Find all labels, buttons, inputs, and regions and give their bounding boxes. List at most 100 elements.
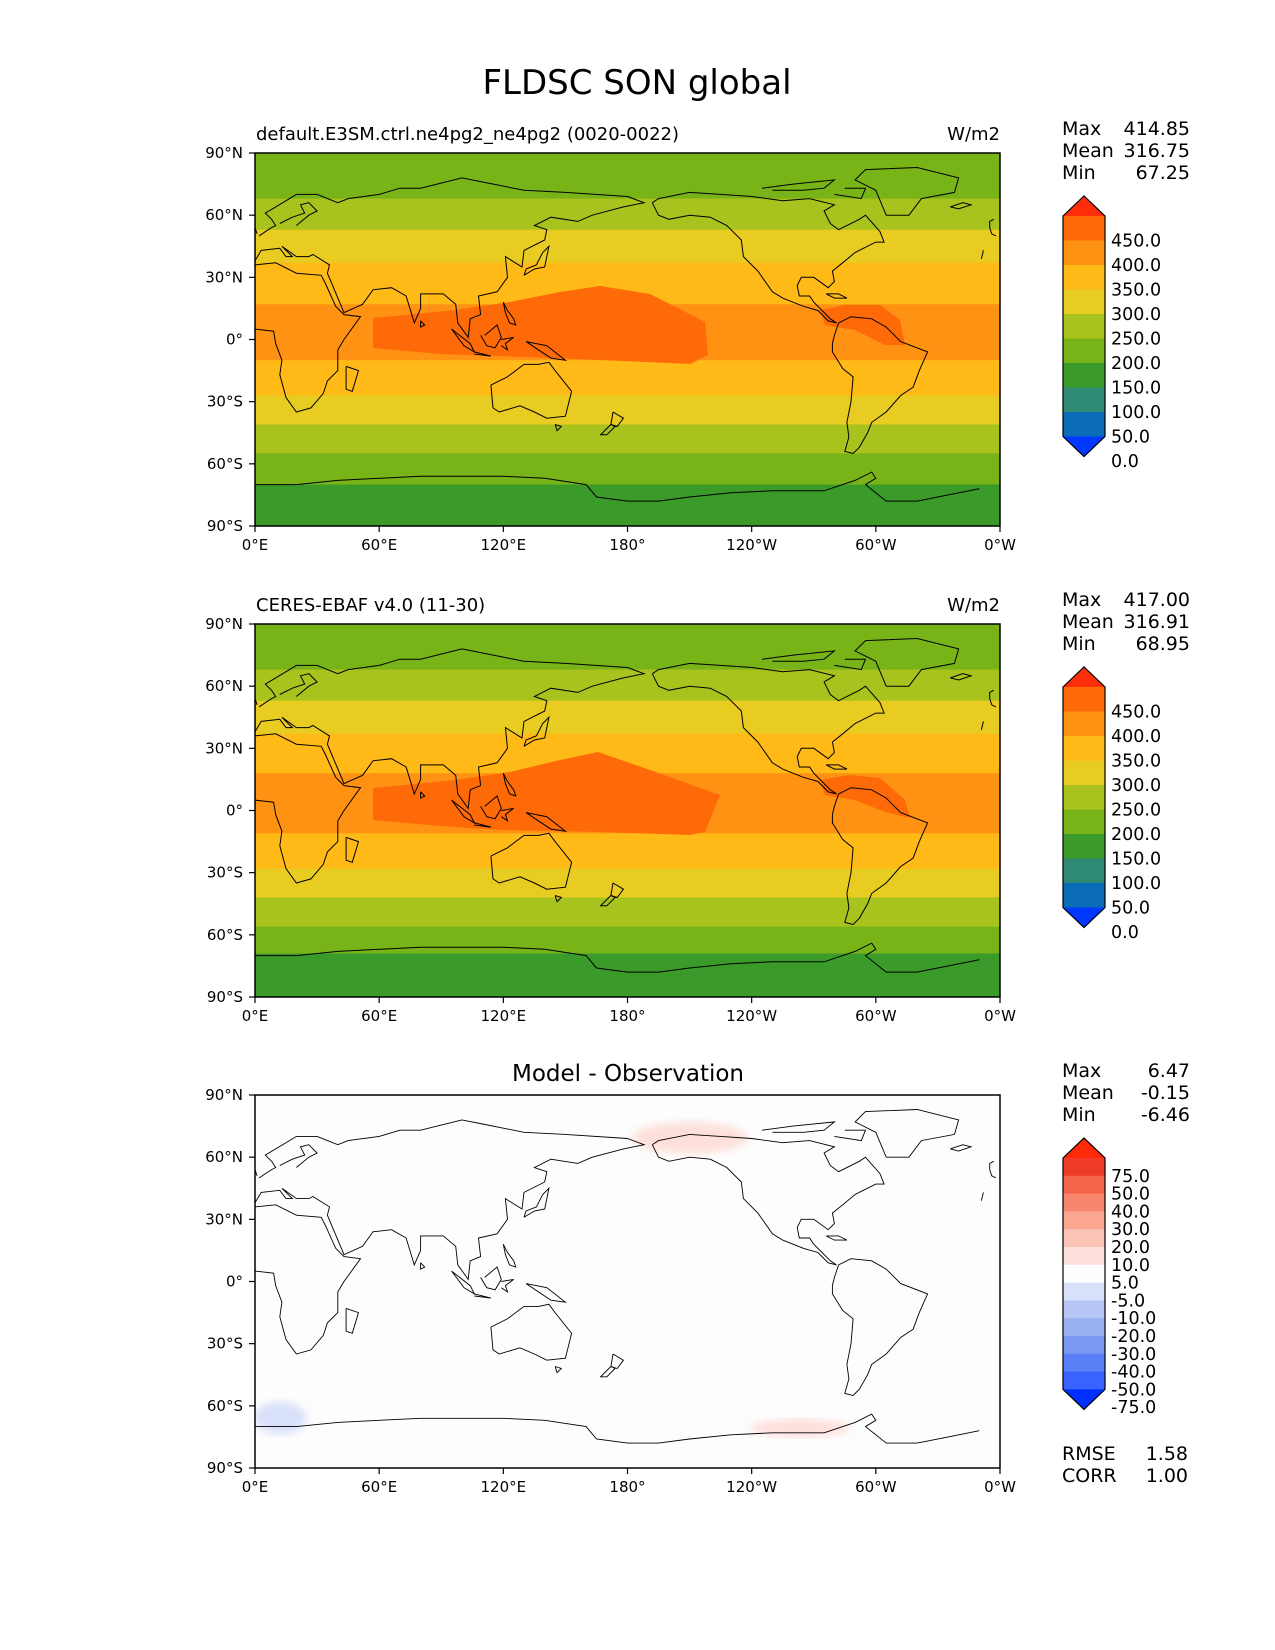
coastline [831, 316, 929, 455]
field-band [255, 179, 1000, 183]
coastline [523, 1186, 550, 1218]
lat-tick-label: 30°S [207, 393, 243, 411]
panel-obs-title: CERES-EBAF v4.0 (11-30) [256, 595, 485, 616]
coastline [502, 1243, 517, 1268]
field-band [255, 891, 1000, 894]
field-band [255, 696, 1000, 700]
field-band [255, 208, 1000, 212]
field-band [255, 269, 1000, 272]
colorbar-segment [1063, 240, 1105, 266]
colorbar-segment [1063, 1318, 1105, 1337]
coastline [474, 822, 492, 828]
field-band [255, 376, 1000, 380]
field-band [255, 974, 1000, 977]
colorbar-tick-label: 300.0 [1111, 776, 1161, 796]
field-band [255, 642, 1000, 646]
field-band [255, 889, 1000, 892]
colorbar-segment [1063, 711, 1105, 737]
stat-min-value: 68.95 [1136, 633, 1190, 655]
coastline [420, 320, 426, 328]
field-band [255, 385, 1000, 388]
colorbar-extend-max [1063, 1138, 1105, 1158]
lat-tick-label: 0° [226, 802, 243, 820]
field-band [255, 422, 1000, 426]
coastline [599, 424, 616, 436]
field-band [255, 744, 1000, 747]
panel-obs-caribbean-max [820, 775, 910, 818]
lat-tick-label: 60°S [207, 1397, 243, 1415]
lon-tick-label: 120°W [726, 1007, 777, 1025]
coastline [610, 882, 625, 899]
field-band [255, 432, 1000, 436]
field-band [255, 436, 1000, 440]
stat-mean-label: Mean [1062, 1082, 1114, 1104]
lon-tick-label: 120°E [481, 536, 527, 554]
field-band [255, 665, 1000, 669]
field-band [255, 650, 1000, 654]
field-band [255, 657, 1000, 660]
coastline [554, 1366, 563, 1374]
panel-obs-units: W/m2 [947, 595, 1000, 616]
field-band [255, 673, 1000, 677]
field-band [255, 663, 1000, 667]
field-band [255, 640, 1000, 644]
field-band [255, 667, 1000, 671]
field-band [255, 918, 1000, 921]
field-band [255, 198, 1000, 202]
panel-obs-warm-pool [373, 752, 720, 835]
coastline [834, 1129, 867, 1142]
lat-tick-label: 30°S [207, 864, 243, 882]
colorbar-tick-label: 40.0 [1111, 1202, 1150, 1222]
coastline [420, 791, 426, 799]
colorbar-tick-label: 350.0 [1111, 281, 1161, 301]
coastline [950, 202, 973, 210]
field-band [255, 638, 1000, 642]
panel-diff-colorbar: 75.050.040.030.020.010.05.0-5.0-10.0-20.… [1062, 1137, 1156, 1418]
coastline [501, 1278, 514, 1294]
coastline [831, 1258, 929, 1396]
field-band [255, 870, 1000, 874]
coastline [610, 411, 625, 428]
field-band [255, 872, 1000, 876]
lon-tick-label: 0°W [984, 1007, 1016, 1025]
field-band [255, 401, 1000, 405]
coastline [279, 673, 318, 697]
field-band [255, 279, 1000, 283]
field-band [255, 523, 1000, 526]
colorbar-tick-label: 0.0 [1111, 452, 1139, 472]
field-band [255, 275, 1000, 278]
coastline [523, 715, 550, 747]
stat-max-label: Max [1062, 589, 1101, 611]
field-band [255, 715, 1000, 718]
field-band [255, 163, 1000, 167]
field-band [255, 254, 1000, 258]
lon-tick-label: 0°E [242, 536, 269, 554]
panel-diff-coastlines [255, 1109, 997, 1444]
field-band [255, 463, 1000, 467]
field-band [255, 692, 1000, 696]
colorbar-segment [1063, 883, 1105, 908]
field-band [255, 953, 1000, 957]
stat-max-label: Max [1062, 1060, 1101, 1082]
coastline [761, 650, 837, 662]
field-band [255, 684, 1000, 687]
field-band [255, 862, 1000, 865]
field-band [255, 478, 1000, 482]
panel-diff-stats: Max 6.47 Mean -0.15 Min -6.46 [1062, 1060, 1190, 1126]
colorbar-tick-label: -20.0 [1111, 1327, 1156, 1347]
field-band [255, 731, 1000, 735]
coastline [525, 1283, 567, 1303]
colorbar-extend-min [1063, 1389, 1105, 1410]
field-band [255, 963, 1000, 967]
field-band [255, 876, 1000, 880]
colorbar-tick-label: 75.0 [1111, 1167, 1150, 1187]
field-band [255, 507, 1000, 511]
field-band [255, 644, 1000, 648]
coastline [490, 1303, 573, 1361]
colorbar-segment [1063, 1282, 1105, 1301]
field-band [255, 188, 1000, 191]
colorbar-tick-label: -40.0 [1111, 1363, 1156, 1383]
field-band [255, 499, 1000, 502]
stat-mean-value: -0.15 [1141, 1082, 1190, 1104]
field-band [255, 368, 1000, 372]
